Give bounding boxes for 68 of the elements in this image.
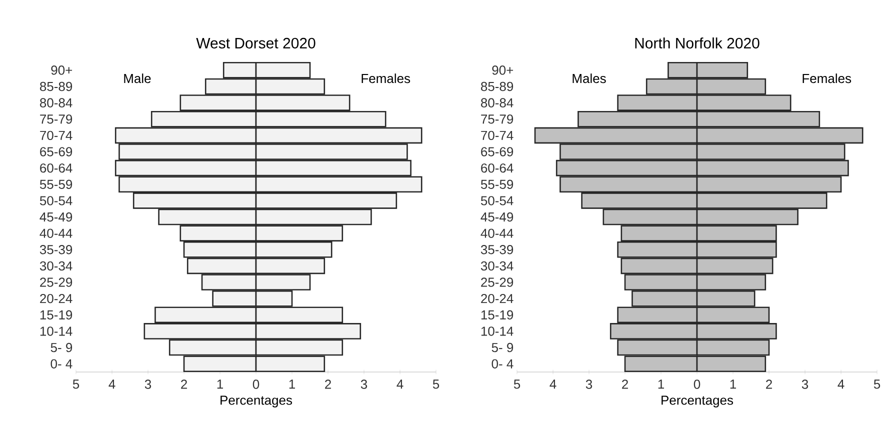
y-tick-label: 0- 4 (50, 359, 72, 368)
y-tick-label: 80-84 (40, 98, 72, 108)
y-tick-label: 30-34 (40, 261, 72, 271)
y-tick-label: 25-29 (481, 278, 514, 287)
y-tick-label: 5- 9 (492, 342, 514, 352)
y-tick-label: 45-49 (480, 212, 514, 222)
y-tick-label: 45-49 (40, 212, 72, 222)
y-tick-label: 85-89 (480, 82, 514, 92)
x-tick-label: 1 (217, 380, 223, 389)
y-tick-label: 50-54 (480, 196, 514, 206)
series-label: Males (572, 74, 606, 84)
text: Male (124, 74, 151, 84)
x-tick-label: 3 (144, 380, 152, 389)
y-tick-label: 90+ (492, 66, 514, 75)
series-label: Females (362, 74, 410, 84)
y-tick-label: 0- 4 (492, 359, 514, 368)
x-tick-label: 5 (432, 380, 440, 389)
chart-title: West Dorset 2020 (196, 38, 316, 48)
y-tick-label: 20-24 (481, 294, 514, 304)
y-tick-label: 20-24 (40, 294, 72, 304)
y-tick-label: 5- 9 (50, 342, 72, 352)
x-tick-label: 2 (181, 380, 187, 389)
y-tick-label: 40-44 (480, 228, 514, 238)
y-tick-label: 40-44 (40, 228, 72, 238)
x-tick-label: 5 (874, 380, 880, 389)
x-tick-label: 5 (514, 380, 520, 389)
y-tick-label: 90+ (51, 66, 72, 75)
y-tick-label: 70-74 (40, 130, 72, 140)
x-tick-label: 4 (838, 380, 844, 389)
x-tick-label: 4 (108, 380, 116, 389)
x-tick-label: 3 (802, 380, 808, 389)
x-tick-label: 2 (622, 380, 628, 389)
y-tick-label: 10-14 (40, 326, 72, 336)
y-tick-label: 55-59 (40, 180, 72, 189)
x-axis-title: Percentages (220, 396, 292, 408)
chart-title: North Norfolk 2020 (635, 37, 760, 48)
y-tick-label: 15-19 (40, 310, 72, 320)
y-tick-label: 75-79 (481, 114, 514, 124)
x-tick-label: 4 (550, 380, 556, 389)
y-tick-label: 65-69 (40, 147, 72, 156)
x-tick-label: 3 (586, 380, 592, 389)
y-tick-label: 65-69 (481, 147, 514, 156)
y-tick-label: 35-39 (40, 245, 72, 254)
y-tick-label: 60-64 (40, 163, 72, 173)
y-tick-label: 35-39 (480, 245, 514, 254)
x-tick-label: 4 (396, 380, 404, 389)
x-tick-label: 1 (289, 380, 295, 389)
x-tick-label: 2 (325, 380, 331, 389)
x-tick-label: 1 (730, 380, 736, 389)
y-tick-label: 25-29 (40, 278, 72, 287)
y-tick-label: 70-74 (481, 130, 514, 140)
series-label: Females (802, 74, 852, 84)
x-tick-label: 1 (658, 380, 664, 389)
x-axis-title: Percentages (662, 396, 734, 408)
y-tick-label: 55-59 (480, 180, 514, 189)
y-tick-label: 30-34 (480, 261, 514, 271)
x-tick-label: 0 (252, 380, 260, 389)
y-tick-label: 85-89 (40, 82, 72, 92)
y-tick-label: 75-79 (40, 114, 72, 124)
y-tick-label: 80-84 (480, 98, 514, 108)
x-tick-label: 3 (360, 380, 368, 389)
y-tick-label: 10-14 (481, 326, 514, 336)
x-tick-label: 2 (766, 380, 772, 389)
y-tick-label: 60-64 (481, 163, 514, 173)
y-tick-label: 50-54 (40, 196, 72, 206)
x-tick-label: 0 (694, 380, 700, 389)
x-tick-label: 5 (72, 380, 80, 389)
y-tick-label: 15-19 (481, 310, 514, 320)
